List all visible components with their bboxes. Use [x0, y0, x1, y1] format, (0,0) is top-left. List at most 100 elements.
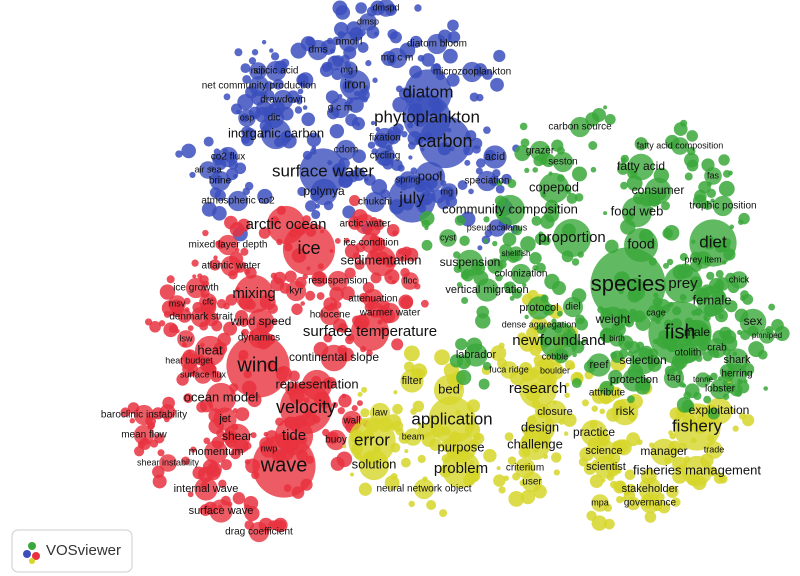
- node-bubble: [329, 286, 344, 302]
- node-label: sex: [744, 314, 763, 328]
- node-label: beam: [402, 431, 425, 441]
- node-bubble: [138, 438, 151, 450]
- node-bubble: [343, 46, 357, 60]
- node-label: stakeholder: [622, 483, 679, 495]
- node-label: heat budget: [165, 355, 213, 365]
- node-bubble: [712, 195, 734, 217]
- node-bubble: [495, 184, 505, 194]
- node-bubble: [215, 240, 225, 250]
- node-bubble: [531, 368, 538, 376]
- node-bubble: [571, 340, 585, 354]
- node-bubble: [483, 216, 490, 223]
- node-bubble: [544, 273, 560, 290]
- node-bubble: [347, 170, 360, 183]
- node-bubble: [521, 471, 543, 493]
- node-bubble: [360, 346, 367, 353]
- node-bubble: [189, 171, 196, 179]
- node-label: dynamics: [238, 333, 280, 344]
- node-bubble: [538, 172, 570, 204]
- label-layer: dmspd dmsp nmol l diatom bloom dms mg c m sili…: [101, 2, 782, 537]
- node-bubble: [200, 342, 205, 348]
- node-bubble: [365, 60, 372, 67]
- node-bubble: [296, 98, 303, 105]
- node-bubble: [671, 137, 689, 155]
- node-bubble: [421, 432, 437, 447]
- node-bubble: [327, 270, 349, 292]
- node-bubble: [663, 225, 680, 241]
- node-bubble: [541, 235, 551, 246]
- node-label: colonization: [495, 269, 548, 280]
- node-label: prey item: [684, 254, 721, 264]
- node-label: carbon: [417, 131, 472, 151]
- node-bubble: [354, 259, 365, 270]
- node-bubble: [520, 138, 530, 148]
- node-bubble: [667, 340, 679, 353]
- node-bubble: [260, 118, 292, 150]
- node-label: net community production: [202, 81, 317, 92]
- node-bubble: [410, 408, 417, 415]
- node-label: wind: [236, 354, 278, 376]
- node-label: shear: [222, 429, 252, 443]
- node-bubble: [226, 334, 290, 398]
- node-bubble: [192, 301, 204, 314]
- node-bubble: [187, 349, 192, 354]
- node-label: arctic ocean: [246, 216, 327, 233]
- node-bubble: [476, 305, 490, 319]
- node-bubble: [358, 449, 390, 481]
- node-label: phytoplankton: [374, 107, 480, 126]
- node-bubble: [456, 282, 463, 288]
- node-bubble: [578, 457, 588, 467]
- node-bubble: [684, 172, 693, 181]
- node-bubble: [245, 299, 256, 310]
- node-bubble: [299, 148, 347, 196]
- node-label: purpose: [438, 439, 485, 454]
- logo-box[interactable]: VOSviewer: [11, 529, 133, 573]
- node-label: vertical migration: [445, 284, 528, 296]
- node-label: dic: [268, 113, 281, 124]
- node-bubble: [361, 96, 368, 103]
- node-bubble: [507, 179, 517, 189]
- node-bubble: [618, 348, 629, 359]
- node-bubble: [691, 309, 698, 316]
- node-bubble: [205, 382, 237, 414]
- node-bubble: [482, 361, 492, 371]
- node-label: female: [692, 292, 731, 307]
- node-label: ice: [297, 238, 320, 258]
- node-bubble: [671, 497, 681, 507]
- logo-icon: [23, 542, 40, 564]
- node-label: mixed layer depth: [189, 240, 268, 251]
- node-bubble: [591, 405, 598, 412]
- node-bubble: [389, 31, 402, 44]
- node-bubble: [284, 270, 297, 283]
- node-bubble: [263, 431, 269, 437]
- node-bubble: [370, 120, 376, 126]
- node-bubble: [346, 333, 355, 342]
- node-bubble: [715, 270, 724, 279]
- node-bubble: [305, 200, 317, 212]
- node-bubble: [350, 312, 390, 352]
- node-bubble: [571, 378, 582, 389]
- node-label: solution: [352, 456, 397, 471]
- node-bubble: [386, 47, 408, 69]
- node-bubble: [610, 351, 618, 359]
- node-label: surface flux: [180, 369, 227, 379]
- node-label: lsw: [180, 333, 193, 343]
- node-bubble: [202, 229, 209, 237]
- node-bubble: [572, 352, 577, 358]
- node-bubble: [297, 88, 304, 95]
- node-label: cycling: [370, 151, 401, 162]
- node-bubble: [270, 272, 278, 280]
- node-bubble: [709, 346, 717, 354]
- node-bubble: [522, 462, 532, 472]
- node-bubble: [439, 509, 448, 518]
- node-bubble: [683, 391, 692, 400]
- node-bubble: [334, 237, 341, 244]
- node-label: seston: [548, 157, 577, 168]
- node-bubble: [621, 196, 653, 228]
- node-label: polynya: [303, 184, 345, 198]
- node-bubble: [176, 373, 189, 386]
- node-bubble: [384, 475, 400, 491]
- node-bubble: [191, 259, 199, 267]
- node-label: chukchi: [358, 197, 392, 208]
- node-bubble: [244, 268, 251, 275]
